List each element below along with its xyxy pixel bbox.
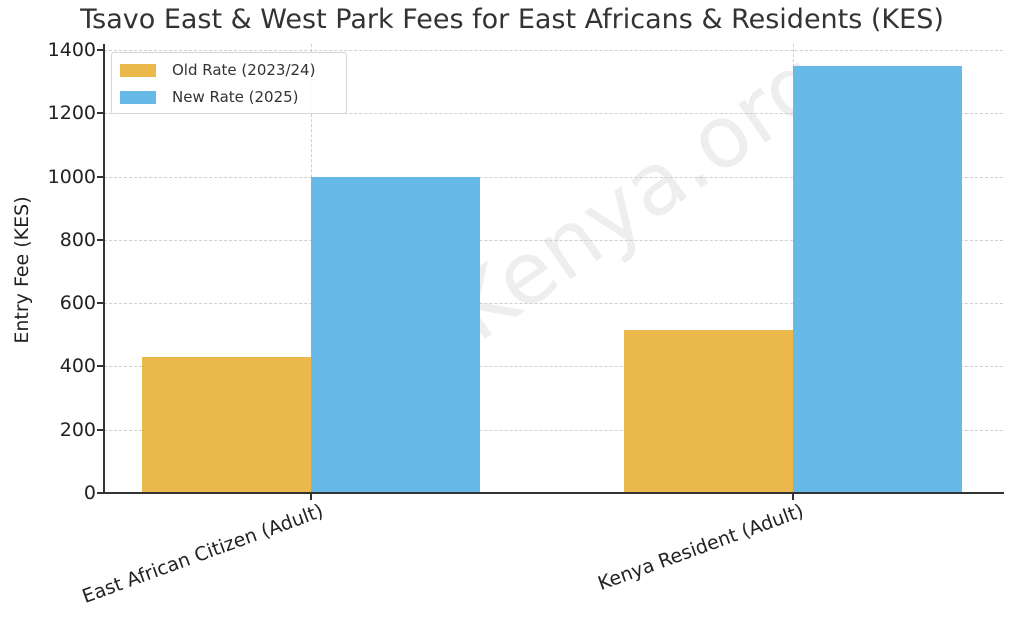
y-tick-label: 1000 xyxy=(47,165,96,188)
y-tick-label: 1400 xyxy=(47,39,96,61)
gridline-h xyxy=(104,239,1003,241)
gridline-h xyxy=(104,303,1003,305)
legend: Old Rate (2023/24) New Rate (2025) xyxy=(111,52,347,114)
y-tick-mark xyxy=(97,175,103,178)
x-tick-mark xyxy=(792,494,794,500)
legend-label-old: Old Rate (2023/24) xyxy=(172,61,316,79)
y-axis-line xyxy=(103,44,105,494)
chart-title: Tsavo East & West Park Fees for East Afr… xyxy=(80,4,944,35)
y-tick-mark xyxy=(97,428,103,431)
y-tick-mark xyxy=(97,365,103,368)
y-tick-mark xyxy=(97,302,103,305)
gridline-h xyxy=(104,113,1003,115)
bar-new-0 xyxy=(311,176,480,493)
gridline-h xyxy=(104,429,1003,431)
y-tick-mark xyxy=(97,492,103,494)
y-tick-label: 800 xyxy=(59,228,96,251)
gridline-h xyxy=(104,176,1003,178)
x-tick-label: East African Citizen (Adult) xyxy=(79,500,327,608)
legend-item-new: New Rate (2025) xyxy=(120,87,299,107)
legend-item-old: Old Rate (2023/24) xyxy=(120,60,315,80)
bar-new-1 xyxy=(793,65,962,493)
legend-swatch-old xyxy=(120,63,156,77)
y-tick-mark xyxy=(97,238,103,241)
gridline-h xyxy=(104,50,1003,51)
x-tick-label: Kenya Resident (Adult) xyxy=(594,500,807,595)
x-tick-mark xyxy=(310,494,312,500)
y-tick-label: 600 xyxy=(59,292,96,315)
y-tick-label: 400 xyxy=(59,355,96,378)
y-tick-mark xyxy=(97,112,103,115)
bar-old-0 xyxy=(142,356,311,493)
y-tick-label: 1200 xyxy=(47,102,96,125)
gridline-h xyxy=(104,366,1003,368)
bar-old-1 xyxy=(624,330,793,493)
y-axis-label: Entry Fee (KES) xyxy=(11,196,33,344)
legend-swatch-new xyxy=(120,90,156,104)
x-axis-line xyxy=(103,492,1004,494)
y-tick-label: 0 xyxy=(83,482,96,504)
y-tick-label: 200 xyxy=(59,418,96,441)
legend-label-new: New Rate (2025) xyxy=(172,88,299,106)
y-tick-mark xyxy=(97,49,103,51)
